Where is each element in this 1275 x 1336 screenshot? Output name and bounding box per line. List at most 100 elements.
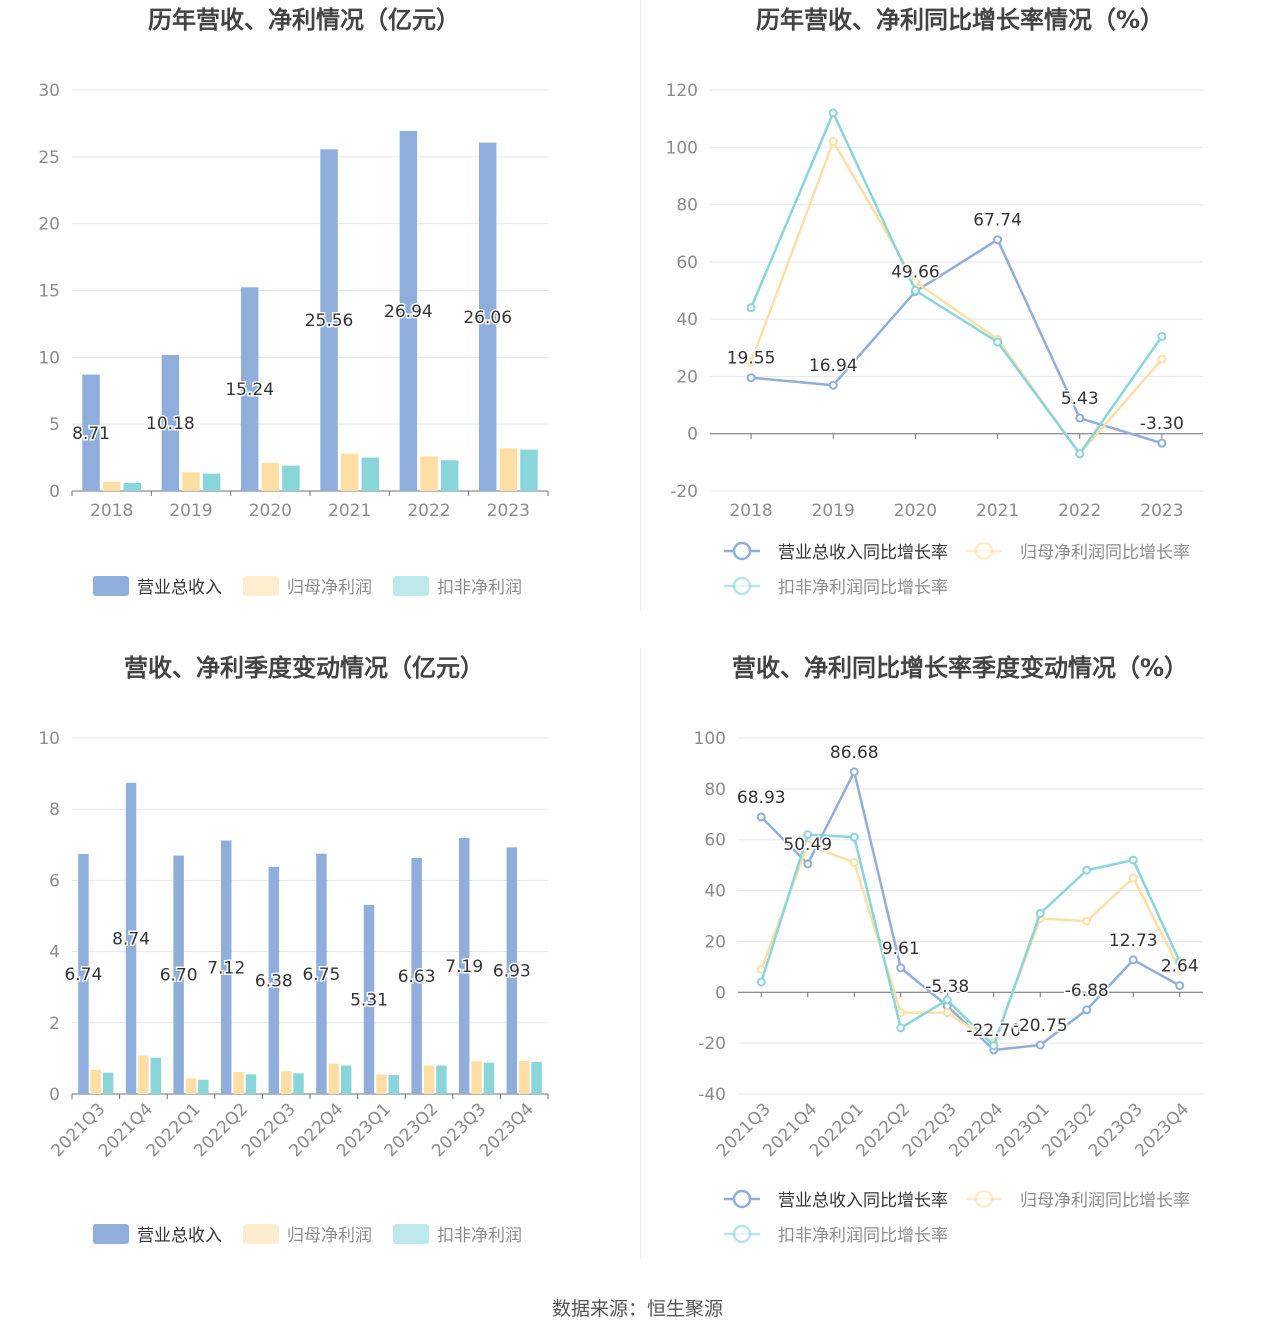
y-tick-label: 40 [704, 882, 726, 902]
legend-item: 扣非净利润同比增长率 [724, 1224, 948, 1246]
x-tick-label: 2021 [328, 501, 371, 521]
bar-deducted-profit [282, 465, 300, 491]
y-tick-label: 0 [715, 983, 726, 1003]
chart-title: 营收、净利季度变动情况（亿元） [124, 654, 484, 682]
legend-marker [974, 541, 994, 561]
x-tick-label: 2018 [729, 501, 772, 521]
data-label: 26.06 [463, 308, 512, 328]
chart-panel-quarterly-values: 营收、净利季度变动情况（亿元） 0 2 4 6 8 10 2021Q3 2021Q4 2022Q1… [0, 648, 637, 1288]
data-label: 8.71 [72, 424, 110, 444]
y-tick-label: 15 [38, 282, 60, 302]
data-point [746, 303, 756, 313]
data-point [849, 832, 859, 842]
quarterly-revenue-profit-bar-chart: 营收、净利季度变动情况（亿元）02468102021Q32021Q42022Q1… [38, 654, 549, 1246]
bar-net-profit [233, 1071, 244, 1094]
legend-marker [732, 576, 752, 596]
legend-item: 扣非净利润同比增长率 [724, 576, 948, 598]
data-label: -20.75 [1013, 1016, 1068, 1036]
annual-revenue-profit-bar-chart: 历年营收、净利情况（亿元） 0 5 10 15 20 25 30 2018 2019 2020 202… [38, 6, 549, 598]
data-point [942, 1008, 952, 1018]
legend-item: 归母净利润同比增长率 [966, 1189, 1190, 1211]
data-label: 6.70 [160, 966, 198, 986]
x-tick-label: 2021 [976, 501, 1019, 521]
legend-label: 营业总收入同比增长率 [778, 1191, 948, 1211]
bar-revenue [125, 782, 137, 1094]
bar-net-profit [138, 1055, 149, 1094]
bar-net-profit [261, 462, 280, 491]
bar-revenue [82, 374, 100, 491]
legend-label: 营业总收入 [137, 1226, 222, 1246]
x-tick-label: 2022 [1058, 501, 1101, 521]
data-point [1075, 449, 1085, 459]
data-point [756, 977, 766, 987]
y-tick-label: 5 [49, 415, 60, 435]
data-point [993, 337, 1003, 347]
data-point [803, 859, 813, 869]
y-tick-label: 30 [38, 81, 60, 101]
data-point [828, 108, 838, 118]
data-label: 15.24 [225, 380, 274, 400]
data-point [1075, 413, 1085, 423]
data-label: 5.43 [1061, 389, 1099, 409]
legend-label: 归母净利润 [287, 578, 372, 598]
data-label: 2.64 [1161, 957, 1199, 977]
data-label: 7.19 [445, 957, 483, 977]
legend-swatch [93, 1224, 129, 1244]
data-point [1035, 1040, 1045, 1050]
bar-deducted-profit [436, 1065, 447, 1094]
bar-revenue [458, 838, 470, 1094]
y-tick-label: 0 [49, 482, 60, 502]
legend-swatch [393, 1224, 429, 1244]
bar-revenue [268, 866, 280, 1094]
data-label: 6.74 [64, 965, 102, 985]
legend-marker [732, 541, 752, 561]
data-label: 19.55 [727, 349, 776, 369]
y-tick-label: 120 [666, 81, 698, 101]
y-tick-label: 100 [666, 138, 698, 158]
data-label: -5.38 [925, 977, 969, 997]
legend-marker [974, 1189, 994, 1209]
data-point [803, 830, 813, 840]
data-label: 86.68 [830, 743, 879, 763]
chart-title: 历年营收、净利情况（亿元） [148, 6, 460, 34]
x-tick-label: 2023 [487, 501, 530, 521]
data-point [828, 380, 838, 390]
y-tick-label: 10 [38, 348, 60, 368]
series-line-0 [760, 770, 1181, 1052]
y-tick-label: 20 [38, 215, 60, 235]
bar-revenue [478, 142, 497, 491]
y-tick-label: 100 [694, 729, 726, 749]
chart-title: 营收、净利同比增长率季度变动情况（%） [732, 654, 1188, 682]
bar-net-profit [280, 1071, 292, 1094]
bar-net-profit [328, 1063, 340, 1094]
data-point [849, 767, 859, 777]
series-line-1 [760, 843, 1181, 1045]
bar-deducted-profit [123, 482, 142, 491]
bar-revenue [320, 149, 338, 491]
legend-label: 归母净利润 [287, 1226, 372, 1246]
data-point [1175, 957, 1185, 967]
bar-net-profit [185, 1078, 197, 1094]
bar-revenue [173, 855, 184, 1094]
data-point [746, 357, 756, 367]
bar-deducted-profit [483, 1062, 495, 1094]
quarterly-growth-line-chart: 营收、净利同比增长率季度变动情况（%）-40-20020406080100202… [694, 654, 1203, 1246]
y-tick-label: 60 [704, 831, 726, 851]
data-label: 8.74 [112, 929, 150, 949]
bar-deducted-profit [340, 1065, 352, 1094]
bar-deducted-profit [245, 1074, 257, 1094]
y-tick-label: 60 [676, 253, 698, 273]
legend-label: 归母净利润同比增长率 [1020, 1191, 1190, 1211]
y-tick-label: 0 [49, 1085, 60, 1105]
data-label: -3.30 [1140, 414, 1184, 434]
x-tick-label: 2022 [407, 501, 450, 521]
legend-item: 营业总收入同比增长率 [724, 541, 948, 563]
y-tick-label: 10 [38, 729, 60, 749]
legend-swatch [243, 1224, 279, 1244]
bar-revenue [399, 130, 418, 492]
bar-revenue [161, 354, 180, 491]
bar-net-profit [499, 448, 518, 491]
data-point [942, 995, 952, 1005]
bar-revenue [506, 847, 518, 1094]
bar-revenue [411, 857, 422, 1094]
